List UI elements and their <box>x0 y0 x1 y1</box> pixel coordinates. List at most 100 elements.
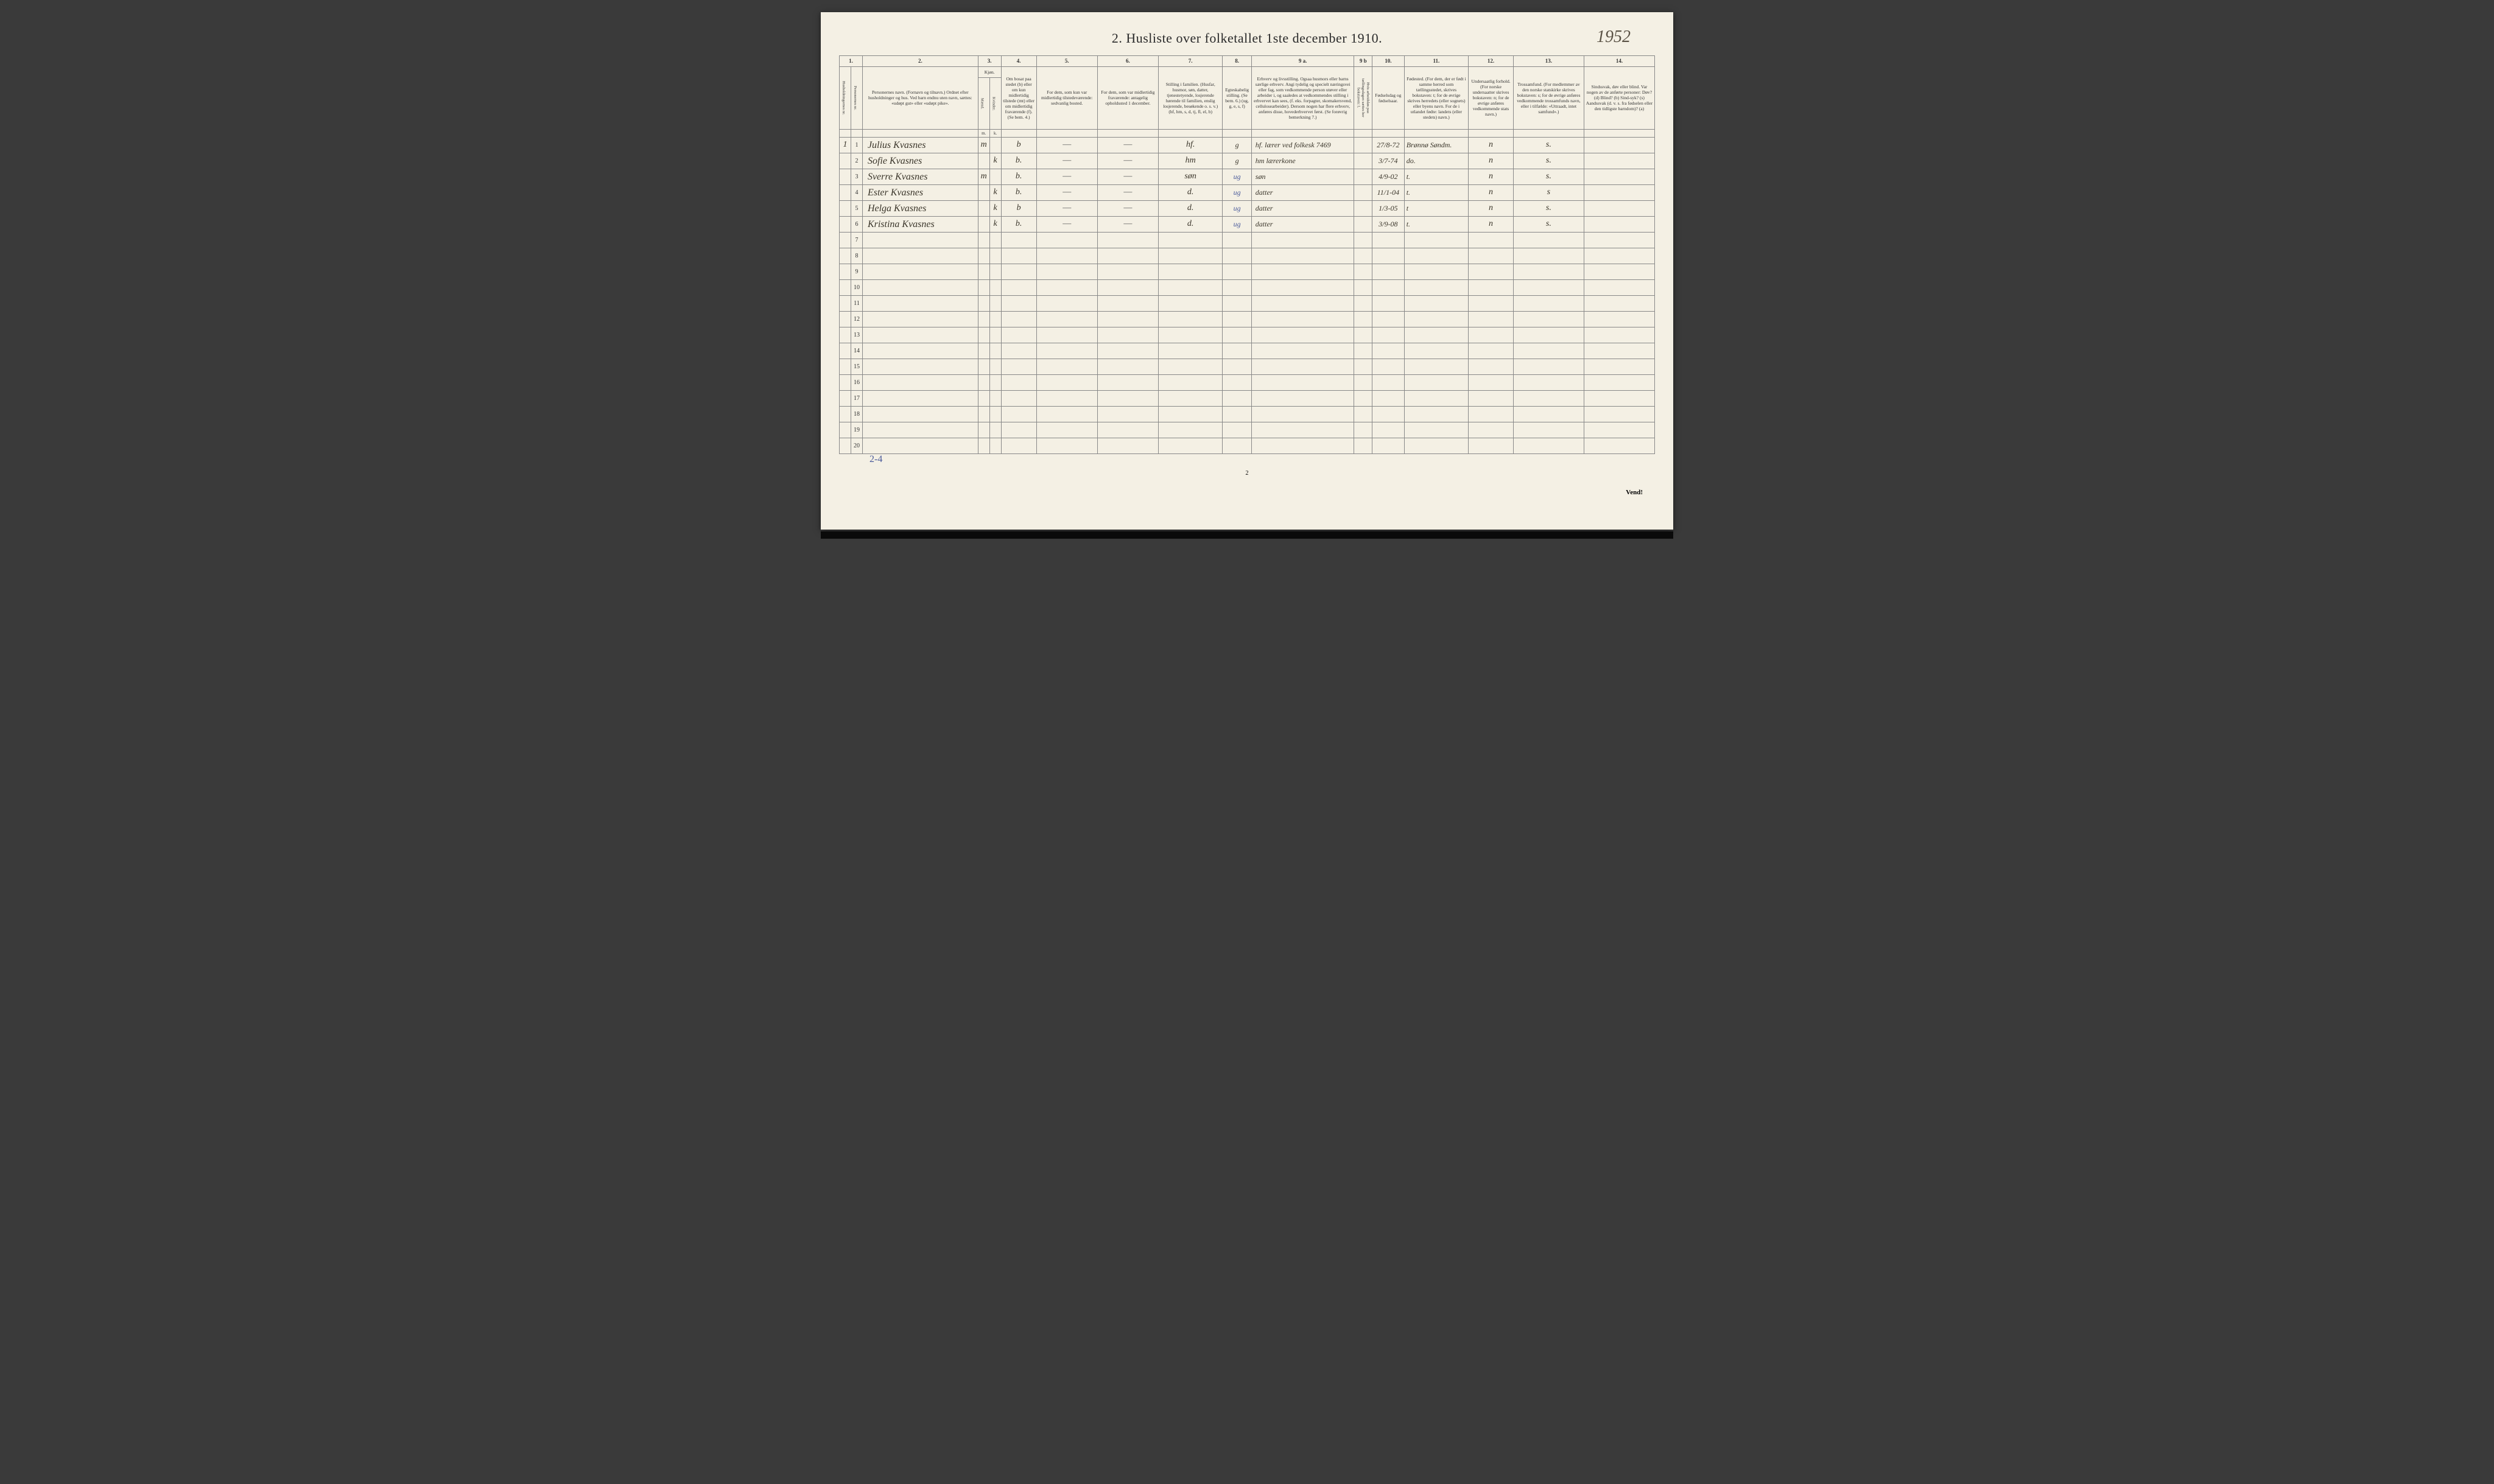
colnum-12: 12. <box>1469 56 1514 67</box>
sex-m: m <box>978 138 989 153</box>
residence-status: b. <box>1001 169 1036 185</box>
person-nr: 5 <box>851 201 862 217</box>
person-nr: 3 <box>851 169 862 185</box>
table-row-empty: 7 <box>840 233 1655 248</box>
colnum-6: 6. <box>1097 56 1158 67</box>
disability <box>1584 169 1654 185</box>
birthdate: 11/1-04 <box>1372 185 1405 201</box>
unemployed <box>1354 169 1372 185</box>
unemployed <box>1354 153 1372 169</box>
birthplace: do. <box>1404 153 1468 169</box>
person-nr: 4 <box>851 185 862 201</box>
table-row-empty: 20 <box>840 438 1655 454</box>
residence-status: b <box>1001 138 1036 153</box>
temp-absent: — <box>1097 201 1158 217</box>
person-nr: 8 <box>851 248 862 264</box>
sex-m <box>978 185 989 201</box>
temp-present: — <box>1036 217 1097 233</box>
table-row-empty: 15 <box>840 359 1655 375</box>
disability <box>1584 201 1654 217</box>
occupation: datter <box>1251 217 1354 233</box>
citizenship: n <box>1469 185 1514 201</box>
person-nr: 14 <box>851 343 862 359</box>
temp-absent: — <box>1097 217 1158 233</box>
temp-absent: — <box>1097 169 1158 185</box>
birthplace: t <box>1404 201 1468 217</box>
column-header-row: Husholdningernes nr. Personernes nr. Per… <box>840 66 1655 77</box>
person-nr: 2 <box>851 153 862 169</box>
marital-status: ug <box>1223 201 1251 217</box>
religion: s. <box>1513 153 1584 169</box>
marital-status: ug <box>1223 217 1251 233</box>
hdr-unemployed: Hvis arbeidsløs paa tællingsdagen sættes… <box>1354 66 1372 129</box>
occupation: datter <box>1251 201 1354 217</box>
hdr-temp-absent: For dem, som var midlertidig fraværende:… <box>1097 66 1158 129</box>
occupation: hf. lærer ved folkesk 7469 <box>1251 138 1354 153</box>
handwritten-year: 1952 <box>1597 27 1631 47</box>
table-row-empty: 18 <box>840 407 1655 422</box>
sex-k <box>989 169 1001 185</box>
citizenship: n <box>1469 138 1514 153</box>
hdr-family-position: Stilling i familien. (Husfar, husmor, sø… <box>1158 66 1222 129</box>
sex-k: k <box>989 153 1001 169</box>
person-name: Sofie Kvasnes <box>862 153 978 169</box>
citizenship: n <box>1469 201 1514 217</box>
sex-m <box>978 201 989 217</box>
sex-k: k <box>989 217 1001 233</box>
hdr-marital: Egteskabelig stilling. (Se bem. 6.) (ug,… <box>1223 66 1251 129</box>
household-nr <box>840 169 851 185</box>
person-nr: 10 <box>851 280 862 296</box>
birthdate: 1/3-05 <box>1372 201 1405 217</box>
colnum-14: 14. <box>1584 56 1654 67</box>
hdr-female: Kvinder. <box>989 77 1001 129</box>
sex-k <box>989 138 1001 153</box>
person-nr: 15 <box>851 359 862 375</box>
marital-status: ug <box>1223 169 1251 185</box>
table-body: 1 1 Julius Kvasnes m b — — hf. g hf. lær… <box>840 138 1655 454</box>
column-number-row: 1. 2. 3. 4. 5. 6. 7. 8. 9 a. 9 b 10. 11.… <box>840 56 1655 67</box>
person-nr: 17 <box>851 391 862 407</box>
unemployed <box>1354 201 1372 217</box>
disability <box>1584 185 1654 201</box>
sex-k: k <box>989 185 1001 201</box>
unemployed <box>1354 217 1372 233</box>
table-row-empty: 12 <box>840 312 1655 327</box>
table-row: 6 Kristina Kvasnes k b. — — d. ug datter… <box>840 217 1655 233</box>
occupation: datter <box>1251 185 1354 201</box>
religion: s <box>1513 185 1584 201</box>
hdr-temp-present: For dem, som kun var midlertidig tilsted… <box>1036 66 1097 129</box>
person-name: Ester Kvasnes <box>862 185 978 201</box>
residence-status: b. <box>1001 153 1036 169</box>
marital-status: g <box>1223 138 1251 153</box>
birthdate: 4/9-02 <box>1372 169 1405 185</box>
table-row-empty: 17 <box>840 391 1655 407</box>
title-row: 2. Husliste over folketallet 1ste decemb… <box>839 18 1655 55</box>
occupation: hm lærerkone <box>1251 153 1354 169</box>
colnum-8: 8. <box>1223 56 1251 67</box>
hdr-birthplace: Fødested. (For dem, der er født i samme … <box>1404 66 1468 129</box>
marital-status: g <box>1223 153 1251 169</box>
religion: s. <box>1513 217 1584 233</box>
religion: s. <box>1513 201 1584 217</box>
person-nr: 11 <box>851 296 862 312</box>
household-nr: 1 <box>840 138 851 153</box>
person-nr: 9 <box>851 264 862 280</box>
sex-m: m <box>978 169 989 185</box>
family-position: d. <box>1158 185 1222 201</box>
hdr-sex: Kjøn. <box>978 66 1001 77</box>
hdr-name: Personernes navn. (Fornavn og tilnavn.) … <box>862 66 978 129</box>
sex-m <box>978 153 989 169</box>
birthdate: 3/9-08 <box>1372 217 1405 233</box>
temp-present: — <box>1036 201 1097 217</box>
temp-absent: — <box>1097 185 1158 201</box>
scan-edge <box>821 531 1673 539</box>
colnum-5: 5. <box>1036 56 1097 67</box>
table-header: 1. 2. 3. 4. 5. 6. 7. 8. 9 a. 9 b 10. 11.… <box>840 56 1655 138</box>
residence-status: b. <box>1001 185 1036 201</box>
colnum-7: 7. <box>1158 56 1222 67</box>
colnum-4: 4. <box>1001 56 1036 67</box>
mk-row: m. k. <box>840 129 1655 137</box>
person-nr: 1 <box>851 138 862 153</box>
family-position: hm <box>1158 153 1222 169</box>
residence-status: b. <box>1001 217 1036 233</box>
